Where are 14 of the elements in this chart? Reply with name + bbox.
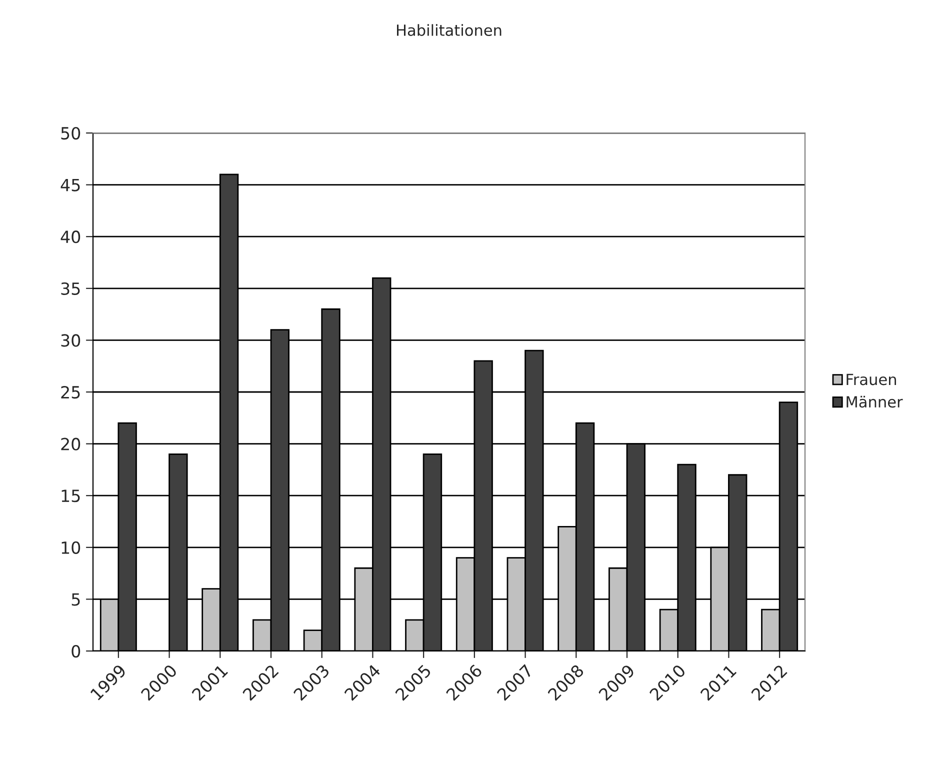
y-tick-label: 35: [61, 282, 80, 295]
y-tick-label: 45: [60, 178, 80, 192]
legend-label: Frauen: [846, 374, 896, 386]
y-tick-label: 25: [61, 386, 80, 399]
y-tick-label: 40: [60, 230, 80, 244]
y-tick-label: 20: [61, 438, 80, 450]
y-tick-label: 15: [62, 490, 80, 502]
legend-label: Männer: [846, 396, 903, 408]
y-tick-label: 0: [72, 644, 80, 658]
y-tick-label: 50: [61, 126, 80, 140]
y-tick-label: 30: [61, 334, 80, 347]
y-tick-label: 10: [62, 541, 80, 554]
chart-title: Habilitationen: [397, 24, 502, 36]
y-tick-label: 5: [72, 593, 80, 606]
